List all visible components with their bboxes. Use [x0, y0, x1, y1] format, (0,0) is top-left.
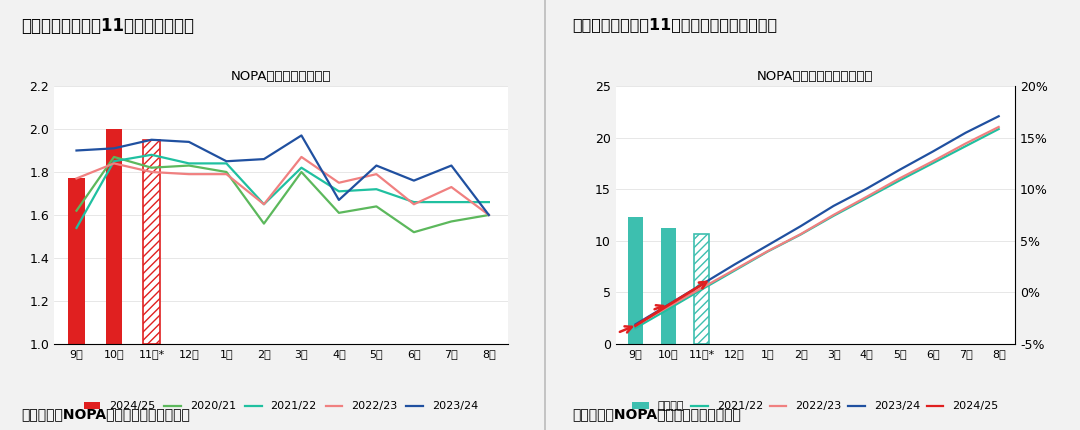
Legend: 2024/25, 2020/21, 2021/22, 2022/23, 2023/24: 2024/25, 2020/21, 2021/22, 2022/23, 2023…: [79, 397, 483, 416]
Text: 数据来源：NOPA，市场资讯，国富期货: 数据来源：NOPA，市场资讯，国富期货: [572, 407, 741, 421]
Bar: [68, 178, 85, 344]
Title: NOPA累计月度压榨（亿蒲）: NOPA累计月度压榨（亿蒲）: [757, 71, 874, 83]
Legend: 累计同比, 2021/22, 2022/23, 2023/24, 2024/25: 累计同比, 2021/22, 2022/23, 2023/24, 2024/25: [627, 397, 1003, 416]
Text: 数据来源：NOPA，市场资讯，国富期货: 数据来源：NOPA，市场资讯，国富期货: [22, 407, 190, 421]
Bar: [627, 217, 643, 344]
Bar: [661, 228, 676, 344]
Bar: [106, 129, 122, 344]
Text: 图：市场预计美豆11月压榨维持高位: 图：市场预计美豆11月压榨维持高位: [22, 17, 194, 35]
Text: 图：市场预计美豆11月压榨累计同比增幅下滑: 图：市场预计美豆11月压榨累计同比增幅下滑: [572, 17, 778, 32]
Bar: [143, 140, 160, 344]
Bar: [694, 233, 708, 344]
Title: NOPA月度压榨（亿蒲）: NOPA月度压榨（亿蒲）: [230, 71, 332, 83]
